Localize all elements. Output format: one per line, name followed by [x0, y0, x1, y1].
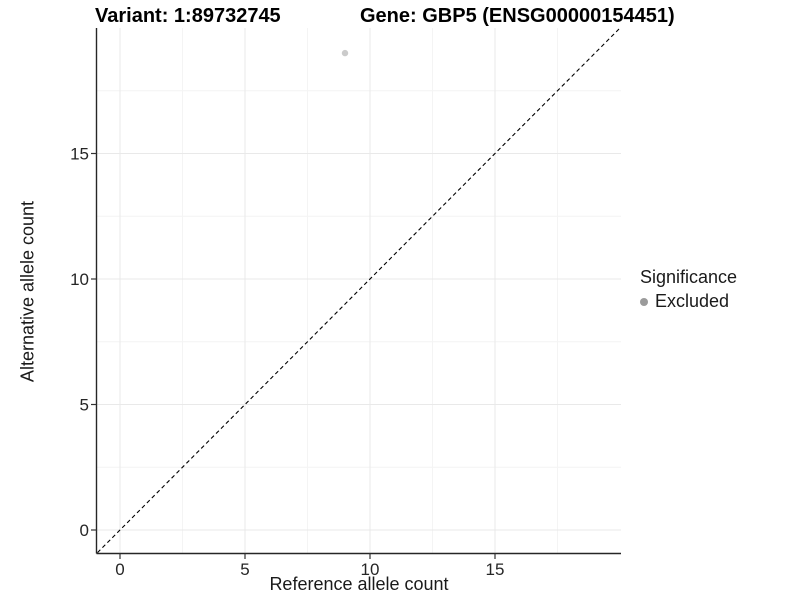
x-tick-label: 0	[115, 560, 124, 579]
x-tick-label: 10	[361, 560, 380, 579]
y-tick-label: 10	[70, 270, 89, 289]
y-tick-label: 5	[80, 396, 89, 415]
legend: Significance Excluded	[640, 266, 737, 312]
y-axis-title: Alternative allele count	[17, 200, 38, 383]
y-tick-label: 0	[80, 521, 89, 540]
x-tick-label: 5	[240, 560, 249, 579]
x-tick-label: 15	[486, 560, 505, 579]
legend-key-dot-icon	[640, 297, 648, 306]
y-tick-label: 15	[70, 145, 89, 164]
data-point	[341, 49, 349, 57]
x-axis-title: Reference allele count	[269, 574, 449, 594]
plot-title-variant: Variant: 1:89732745	[95, 5, 281, 27]
identity-dashed-line	[97, 27, 621, 553]
plot-title-gene: Gene: GBP5 (ENSG00000154451)	[360, 5, 675, 27]
legend-title: Significance	[640, 267, 738, 287]
legend-item-excluded: Excluded	[640, 291, 737, 312]
legend-item-label: Excluded	[655, 291, 730, 311]
